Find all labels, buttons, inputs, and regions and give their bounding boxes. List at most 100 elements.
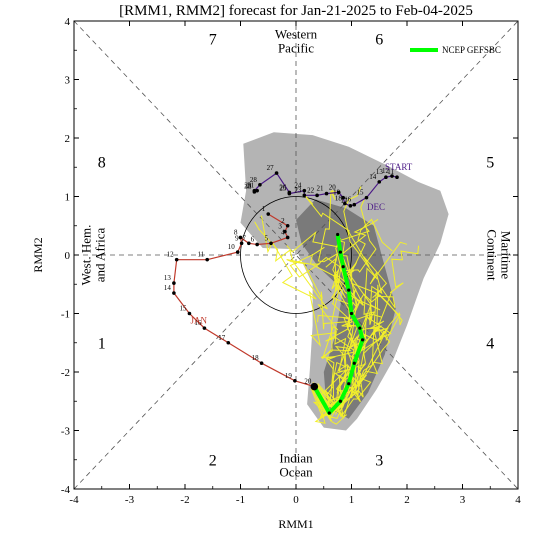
ensemble-member-line bbox=[286, 253, 361, 409]
observed-day-label: 13 bbox=[376, 168, 384, 176]
observed-jan-point bbox=[226, 340, 231, 345]
observed-day-label: 5 bbox=[265, 234, 269, 242]
forecast-mean-line bbox=[312, 234, 365, 415]
forecast-mean-point bbox=[352, 361, 356, 365]
x-tick-label: 4 bbox=[515, 494, 521, 506]
observed-day-label: 23 bbox=[294, 186, 302, 194]
forecast-mean-point bbox=[327, 411, 331, 415]
forecast-mean-point bbox=[338, 399, 342, 403]
legend: NCEP GEFSBC bbox=[410, 45, 501, 55]
region-label-line: West. Hem. bbox=[78, 225, 93, 286]
forecast-mean-point bbox=[341, 265, 345, 269]
observed-trajectory: 1112131415161718192021222324252627282930… bbox=[164, 164, 399, 389]
observed-day-label: 15 bbox=[356, 189, 364, 197]
observed-dec-point bbox=[252, 190, 257, 194]
forecast-mean-point bbox=[361, 338, 365, 342]
observed-day-label: 17 bbox=[340, 197, 348, 205]
observed-dec-point bbox=[364, 195, 369, 200]
phase-label-7: 7 bbox=[209, 31, 217, 48]
forecast-mean-point bbox=[358, 326, 362, 330]
observed-dec-point bbox=[395, 175, 399, 179]
region-label-line: Continent bbox=[485, 229, 500, 281]
observed-day-label: 2 bbox=[281, 217, 285, 225]
observed-jan-point bbox=[293, 378, 297, 383]
observed-dec-point bbox=[341, 195, 345, 200]
observed-jan-point bbox=[235, 250, 240, 254]
observed-dec-point bbox=[302, 193, 307, 198]
observed-day-label: 31 bbox=[247, 182, 255, 190]
observed-day-label: 10 bbox=[228, 243, 236, 251]
region-label-line: Pacific bbox=[278, 40, 314, 55]
forecast-mean bbox=[310, 232, 365, 415]
observed-day-label: 28 bbox=[250, 176, 258, 184]
observed-day-label: 24 bbox=[294, 182, 302, 190]
observed-day-label: 6 bbox=[251, 235, 255, 243]
observed-jan-point bbox=[269, 241, 273, 246]
observed-day-label: 17 bbox=[218, 334, 226, 342]
month-label-jan: JAN bbox=[191, 315, 208, 325]
observed-day-label: 19 bbox=[285, 372, 293, 380]
phase-label-1: 1 bbox=[98, 336, 106, 353]
observed-jan-point bbox=[238, 235, 243, 240]
x-tick-label: -3 bbox=[125, 494, 135, 506]
forecast-mean-point bbox=[347, 288, 351, 292]
region-label-line: Indian bbox=[279, 451, 313, 466]
observed-jan-point bbox=[255, 242, 259, 247]
observed-day-label: 13 bbox=[164, 274, 172, 282]
y-tick-label: 3 bbox=[65, 75, 71, 87]
observed-day-label: 18 bbox=[252, 354, 260, 362]
unit-circle bbox=[240, 196, 352, 314]
ensemble-member-line bbox=[303, 193, 401, 414]
observed-day-label: 27 bbox=[267, 164, 275, 172]
phase-label-8: 8 bbox=[98, 154, 106, 171]
y-tick-label: -2 bbox=[61, 367, 70, 379]
spread-inner bbox=[296, 199, 396, 419]
observed-jan-point bbox=[187, 311, 192, 316]
y-tick-label: -3 bbox=[61, 426, 71, 438]
observed-dec-point bbox=[315, 193, 319, 198]
observed-day-label: 11 bbox=[197, 251, 204, 259]
forecast-mean-point bbox=[338, 250, 342, 254]
observed-day-label: 3 bbox=[278, 223, 282, 231]
ensemble-member-line bbox=[311, 284, 396, 417]
observed-day-label: 16 bbox=[344, 196, 352, 204]
observed-day-label: 20 bbox=[329, 183, 337, 191]
region-label-line: Western bbox=[275, 26, 318, 41]
x-tick-label: -1 bbox=[236, 494, 245, 506]
forecast-mean-point bbox=[336, 232, 340, 237]
observed-day-label: 1 bbox=[262, 205, 266, 213]
observed-day-label: 25 bbox=[279, 185, 287, 193]
x-tick-label: -4 bbox=[69, 494, 79, 506]
observed-dec-point bbox=[324, 191, 329, 196]
observed-day-label: 30 bbox=[244, 183, 252, 191]
observed-day-label: 11 bbox=[387, 168, 394, 176]
month-label-dec: DEC bbox=[367, 202, 385, 212]
region-label-line: Maritime bbox=[499, 231, 514, 280]
observed-day-label: 14 bbox=[369, 173, 377, 181]
observed-dec-point bbox=[390, 174, 394, 178]
y-axis-label: RMM2 bbox=[31, 237, 45, 272]
observed-day-label: 19 bbox=[333, 189, 341, 197]
observed-day-label: 22 bbox=[307, 186, 315, 194]
observed-dec-point bbox=[258, 183, 262, 187]
observed-jan-point bbox=[266, 212, 271, 216]
y-tick-label: 0 bbox=[65, 250, 71, 262]
y-tick-label: -1 bbox=[61, 309, 70, 321]
ensemble-member-line bbox=[311, 237, 346, 421]
x-axis-label: RMM1 bbox=[278, 517, 313, 531]
observed-day-label: 8 bbox=[234, 228, 238, 236]
observed-jan-point bbox=[239, 241, 244, 246]
observed-day-label: 12 bbox=[167, 251, 175, 259]
forecast-start-marker bbox=[310, 382, 319, 391]
y-tick-label: 1 bbox=[65, 192, 71, 204]
observed-dec-point bbox=[352, 202, 357, 207]
observed-jan-point bbox=[247, 241, 251, 246]
ensemble-member-line bbox=[286, 230, 365, 420]
x-tick-label: -2 bbox=[180, 494, 189, 506]
phase-label-4: 4 bbox=[486, 336, 494, 353]
observed-day-label: 26 bbox=[279, 183, 287, 191]
x-tick-label: 0 bbox=[293, 494, 299, 506]
legend-label: NCEP GEFSBC bbox=[442, 45, 501, 55]
observed-day-label: 9 bbox=[235, 234, 239, 242]
